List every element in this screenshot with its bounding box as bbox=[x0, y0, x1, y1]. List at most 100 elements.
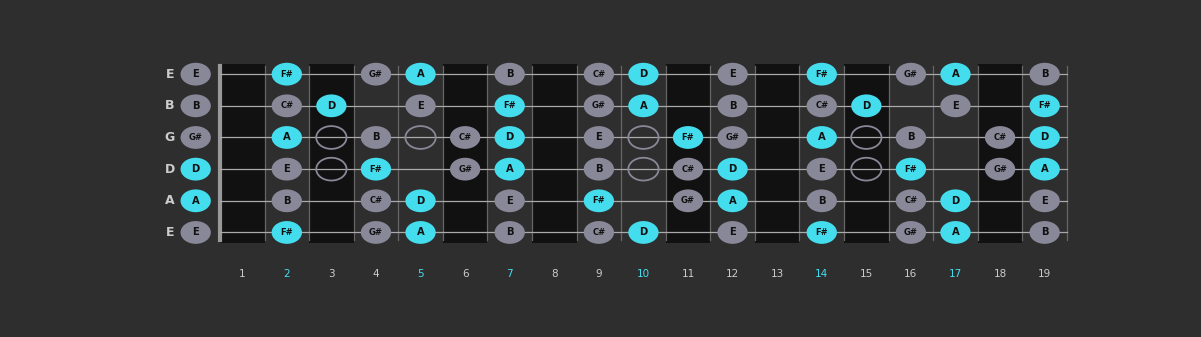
Text: F#: F# bbox=[370, 165, 382, 174]
Text: D: D bbox=[327, 101, 335, 111]
Bar bbox=[1022, 64, 1066, 243]
Ellipse shape bbox=[628, 94, 658, 117]
Ellipse shape bbox=[271, 94, 301, 117]
Text: 4: 4 bbox=[372, 269, 380, 279]
Ellipse shape bbox=[180, 63, 211, 86]
Text: C#: C# bbox=[370, 196, 383, 205]
Ellipse shape bbox=[584, 94, 614, 117]
Text: F#: F# bbox=[281, 228, 293, 237]
Text: C#: C# bbox=[280, 101, 293, 110]
Ellipse shape bbox=[584, 221, 614, 244]
Bar bbox=[532, 64, 576, 243]
Bar bbox=[755, 64, 800, 243]
Text: D: D bbox=[639, 227, 647, 238]
Bar bbox=[710, 64, 755, 243]
Ellipse shape bbox=[896, 158, 926, 181]
Text: E: E bbox=[166, 226, 174, 239]
Text: E: E bbox=[596, 132, 602, 143]
Ellipse shape bbox=[717, 126, 748, 149]
Text: E: E bbox=[1041, 196, 1048, 206]
Ellipse shape bbox=[807, 158, 837, 181]
Ellipse shape bbox=[1029, 126, 1059, 149]
Ellipse shape bbox=[450, 158, 480, 181]
Bar bbox=[264, 64, 309, 243]
Ellipse shape bbox=[807, 189, 837, 212]
Ellipse shape bbox=[985, 158, 1015, 181]
Ellipse shape bbox=[1029, 63, 1059, 86]
Text: C#: C# bbox=[592, 228, 605, 237]
Text: C#: C# bbox=[815, 101, 829, 110]
Text: 7: 7 bbox=[507, 269, 513, 279]
Bar bbox=[576, 64, 621, 243]
Text: C#: C# bbox=[904, 196, 918, 205]
Ellipse shape bbox=[180, 158, 211, 181]
Ellipse shape bbox=[450, 126, 480, 149]
Ellipse shape bbox=[495, 189, 525, 212]
Ellipse shape bbox=[180, 94, 211, 117]
Text: D: D bbox=[417, 196, 425, 206]
Text: F#: F# bbox=[904, 165, 918, 174]
Ellipse shape bbox=[495, 94, 525, 117]
Text: B: B bbox=[283, 196, 291, 206]
Ellipse shape bbox=[673, 189, 703, 212]
Ellipse shape bbox=[807, 221, 837, 244]
Text: A: A bbox=[818, 132, 825, 143]
Text: 9: 9 bbox=[596, 269, 602, 279]
Ellipse shape bbox=[406, 63, 436, 86]
Text: 10: 10 bbox=[637, 269, 650, 279]
Bar bbox=[220, 64, 264, 243]
Ellipse shape bbox=[717, 189, 748, 212]
Text: 12: 12 bbox=[725, 269, 740, 279]
Text: G#: G# bbox=[904, 228, 918, 237]
Text: F#: F# bbox=[281, 70, 293, 79]
Ellipse shape bbox=[271, 221, 301, 244]
Bar bbox=[488, 64, 532, 243]
Ellipse shape bbox=[316, 94, 347, 117]
Text: E: E bbox=[952, 101, 958, 111]
Text: E: E bbox=[192, 227, 199, 238]
Ellipse shape bbox=[807, 126, 837, 149]
Ellipse shape bbox=[717, 221, 748, 244]
Ellipse shape bbox=[360, 63, 392, 86]
Text: A: A bbox=[729, 196, 736, 206]
Text: E: E bbox=[507, 196, 513, 206]
Bar bbox=[978, 64, 1022, 243]
Text: G#: G# bbox=[369, 70, 383, 79]
Text: G: G bbox=[165, 131, 175, 144]
Ellipse shape bbox=[1029, 94, 1059, 117]
Text: E: E bbox=[283, 164, 291, 174]
Ellipse shape bbox=[495, 221, 525, 244]
Bar bbox=[665, 64, 710, 243]
Bar bbox=[309, 64, 353, 243]
Ellipse shape bbox=[360, 126, 392, 149]
Ellipse shape bbox=[896, 63, 926, 86]
Text: 17: 17 bbox=[949, 269, 962, 279]
Text: E: E bbox=[417, 101, 424, 111]
Text: F#: F# bbox=[503, 101, 516, 110]
Text: B: B bbox=[729, 101, 736, 111]
Text: B: B bbox=[166, 99, 174, 112]
Text: G#: G# bbox=[904, 70, 918, 79]
Text: G#: G# bbox=[681, 196, 695, 205]
Text: E: E bbox=[729, 227, 736, 238]
Text: 15: 15 bbox=[860, 269, 873, 279]
Bar bbox=[621, 64, 665, 243]
Ellipse shape bbox=[673, 126, 703, 149]
Ellipse shape bbox=[584, 63, 614, 86]
Text: A: A bbox=[951, 69, 960, 79]
Text: F#: F# bbox=[1039, 101, 1051, 110]
Ellipse shape bbox=[940, 94, 970, 117]
Text: 1: 1 bbox=[239, 269, 245, 279]
Text: A: A bbox=[165, 194, 174, 207]
Text: B: B bbox=[506, 227, 514, 238]
Ellipse shape bbox=[271, 126, 301, 149]
Text: A: A bbox=[417, 69, 424, 79]
Text: 11: 11 bbox=[681, 269, 694, 279]
Ellipse shape bbox=[360, 189, 392, 212]
Ellipse shape bbox=[495, 158, 525, 181]
Ellipse shape bbox=[495, 126, 525, 149]
Ellipse shape bbox=[717, 63, 748, 86]
Text: G#: G# bbox=[993, 165, 1006, 174]
Bar bbox=[353, 64, 399, 243]
Text: G#: G# bbox=[592, 101, 605, 110]
